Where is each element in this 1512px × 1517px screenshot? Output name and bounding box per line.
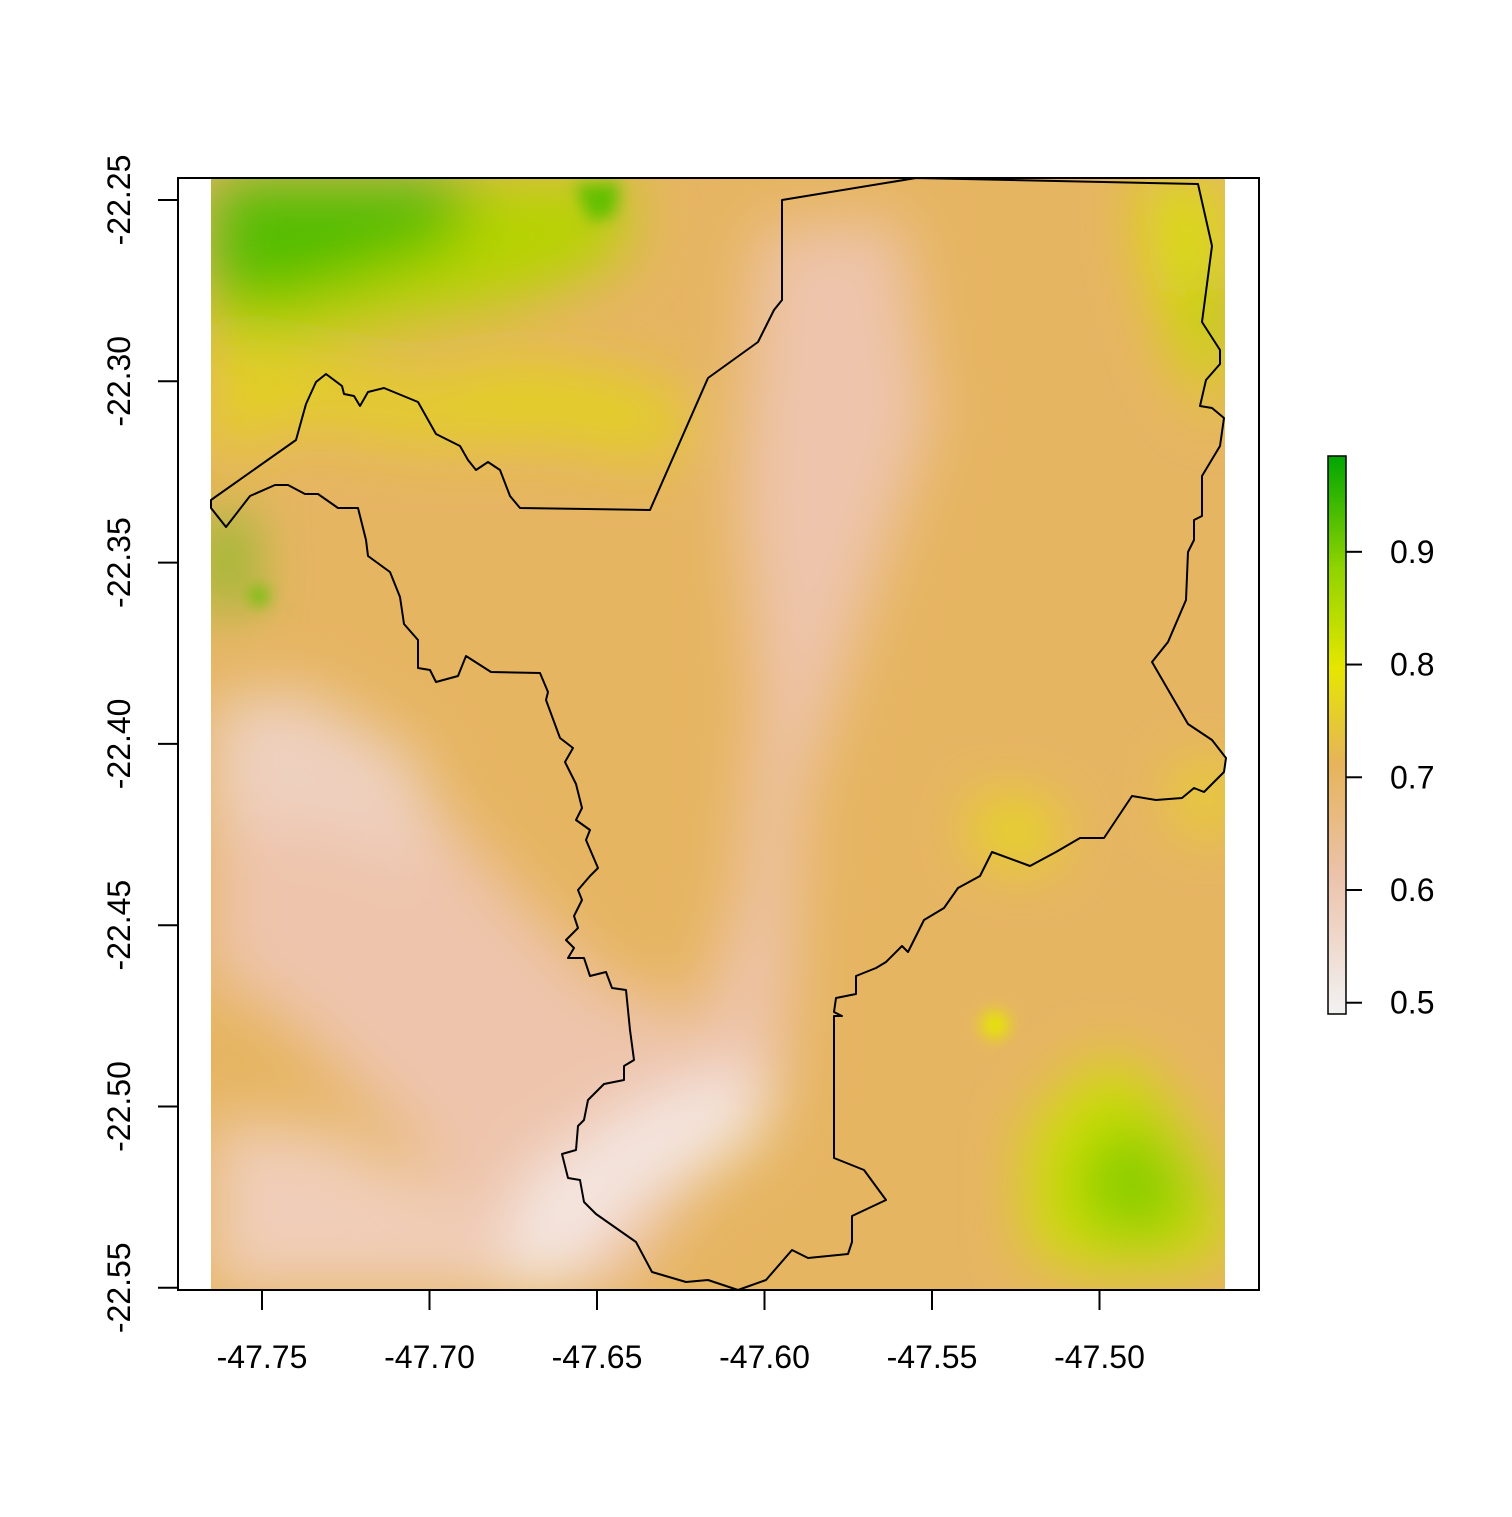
x-tick-label: -47.65 bbox=[552, 1339, 643, 1375]
legend-tick-label: 0.8 bbox=[1390, 647, 1434, 683]
legend-tick-label: 0.6 bbox=[1390, 872, 1434, 908]
y-tick-label: -22.35 bbox=[101, 517, 137, 608]
y-tick-label: -22.50 bbox=[101, 1061, 137, 1152]
legend-tick-label: 0.5 bbox=[1390, 985, 1434, 1021]
x-tick-label: -47.70 bbox=[384, 1339, 475, 1375]
y-tick-label: -22.45 bbox=[101, 880, 137, 971]
raster-layer bbox=[211, 178, 1225, 1290]
legend-ticks: 0.9 0.8 0.7 0.6 0.5 bbox=[1346, 534, 1434, 1021]
legend-tick-label: 0.9 bbox=[1390, 534, 1434, 570]
y-tick-label: -22.40 bbox=[101, 699, 137, 790]
color-legend: 0.9 0.8 0.7 0.6 0.5 bbox=[1327, 455, 1434, 1021]
y-axis: -22.25 -22.30 -22.35 -22.40 -22.45 -22.50 -22.… bbox=[101, 155, 179, 1333]
y-tick-label: -22.30 bbox=[101, 336, 137, 427]
legend-colorbar bbox=[1327, 455, 1347, 1015]
x-tick-label: -47.75 bbox=[217, 1339, 308, 1375]
x-tick-label: -47.55 bbox=[887, 1339, 978, 1375]
x-tick-label: -47.60 bbox=[719, 1339, 810, 1375]
x-axis: -47.75 -47.70 -47.65 -47.60 -47.55 -47.50 bbox=[217, 1289, 1145, 1375]
boundary-north bbox=[210, 177, 1227, 1291]
y-tick-label: -22.25 bbox=[101, 155, 137, 246]
boundary-lines bbox=[210, 177, 1227, 1291]
y-tick-label: -22.55 bbox=[101, 1242, 137, 1333]
legend-tick-label: 0.7 bbox=[1390, 759, 1434, 795]
x-tick-label: -47.50 bbox=[1054, 1339, 1145, 1375]
